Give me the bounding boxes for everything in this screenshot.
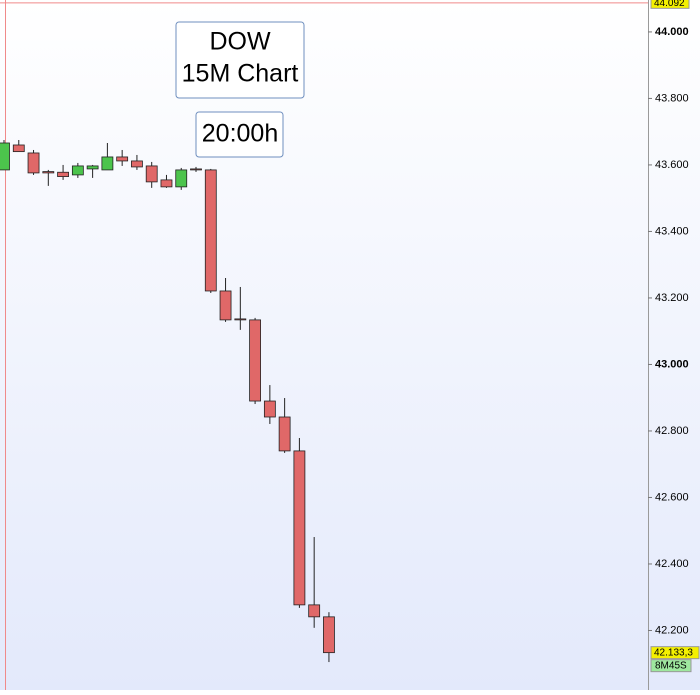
candle-body	[12, 144, 25, 153]
y-tick-label: 44.000	[655, 26, 689, 38]
price-label: 42.133,3	[654, 647, 693, 658]
y-tick-label: 43.600	[655, 159, 689, 171]
chart-title: DOW	[209, 28, 271, 56]
candle-body	[0, 142, 10, 171]
candle-body	[86, 165, 99, 170]
candle-body	[71, 165, 84, 176]
y-tick-label: 43.800	[655, 92, 689, 104]
candle-body	[101, 156, 114, 171]
candle-body	[263, 400, 276, 418]
timer-box	[650, 659, 692, 673]
candle-body	[175, 169, 188, 188]
candle-body	[116, 156, 129, 162]
candle-body	[160, 179, 173, 188]
candle-body	[308, 604, 321, 618]
annotation-box	[195, 111, 284, 158]
candle-body	[190, 168, 202, 171]
candle-body	[131, 160, 143, 168]
high-label: 44.092	[654, 0, 685, 9]
y-tick-label: 43.400	[655, 225, 689, 237]
candle-body	[234, 318, 247, 321]
y-tick-label: 42.600	[655, 491, 689, 503]
y-tick-label: 43.000	[655, 358, 689, 370]
candle-body	[249, 319, 261, 402]
candle-body	[219, 290, 232, 321]
candle-body	[323, 616, 335, 654]
chart-subtitle: 15M Chart	[182, 60, 299, 88]
price-label-box	[650, 646, 700, 660]
y-tick-label: 42.400	[655, 558, 689, 570]
candle-body	[42, 171, 55, 174]
y-tick-label: 42.200	[655, 624, 689, 636]
y-tick-label: 43.200	[655, 292, 689, 304]
candle-body	[57, 171, 69, 177]
candle-body	[27, 152, 40, 174]
timer: 8M45S	[655, 660, 687, 671]
candle-body	[145, 165, 158, 183]
title-box	[175, 21, 305, 99]
high-label-box	[650, 0, 690, 9]
y-tick-label: 42.800	[655, 425, 689, 437]
candle-body	[278, 416, 291, 452]
annotation: 20:00h	[202, 120, 278, 148]
candle-body	[293, 450, 306, 606]
candle-body	[204, 169, 217, 292]
